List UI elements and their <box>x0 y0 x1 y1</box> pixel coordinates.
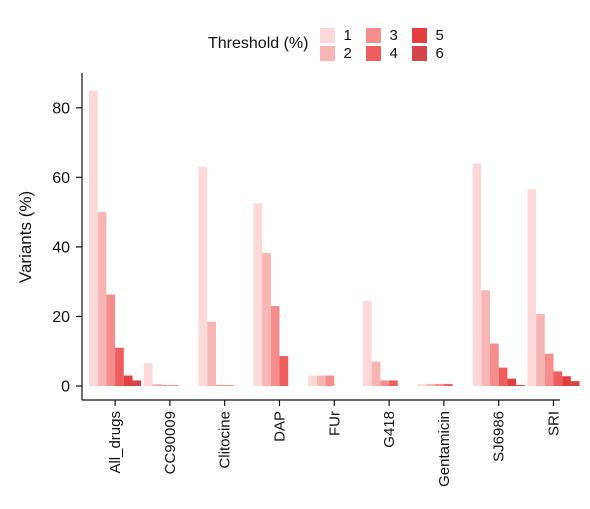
y-tick-label: 80 <box>52 100 70 117</box>
bar-Clitocine-threshold-1 <box>198 166 208 386</box>
legend-label: 3 <box>389 26 398 44</box>
bar-SJ6986-threshold-1 <box>472 163 482 386</box>
x-tick-label: FUr <box>326 411 343 436</box>
bar-SJ6986-threshold-5 <box>507 378 517 386</box>
x-tick-label: SJ6986 <box>491 411 508 462</box>
bar-All_drugs-threshold-2 <box>97 212 107 386</box>
bar-G418-threshold-4 <box>389 380 398 386</box>
bar-FUr-threshold-2 <box>316 375 326 386</box>
bar-SRI-threshold-6 <box>570 381 580 386</box>
bar-CC90009-threshold-2 <box>152 383 162 386</box>
legend-swatch <box>366 27 382 43</box>
bar-SRI-threshold-2 <box>536 314 545 386</box>
y-tick-label: 40 <box>52 239 70 256</box>
legend-item-1: 1 <box>320 26 366 44</box>
legend-item-4: 4 <box>366 44 412 62</box>
legend-swatch <box>412 27 428 43</box>
bar-G418-threshold-2 <box>371 361 381 386</box>
bar-Gentamicin-threshold-4 <box>443 383 453 386</box>
legend-item-6: 6 <box>412 44 458 62</box>
bar-FUr-threshold-3 <box>325 375 335 386</box>
bar-SRI-threshold-4 <box>553 371 563 386</box>
legend-swatch <box>412 45 428 61</box>
x-tick-label: DAP <box>272 411 289 442</box>
bar-SRI-threshold-5 <box>562 376 571 386</box>
bar-SJ6986-threshold-3 <box>490 343 499 386</box>
bar-G418-threshold-3 <box>380 380 390 386</box>
y-axis-label: Variants (%) <box>16 191 35 283</box>
legend-label: 1 <box>343 26 352 44</box>
legend-label: 6 <box>435 44 444 62</box>
legend-label: 4 <box>389 44 398 62</box>
bar-Gentamicin-threshold-2 <box>426 383 436 386</box>
bar-Clitocine-threshold-3 <box>216 384 225 386</box>
y-ticks-group: 0 20 40 60 80 <box>52 100 82 396</box>
bar-DAP-threshold-4 <box>279 356 289 386</box>
bar-DAP-threshold-3 <box>270 306 280 386</box>
legend-label: 2 <box>343 44 352 62</box>
bars-group <box>89 90 580 386</box>
bar-FUr-threshold-1 <box>308 375 317 386</box>
legend-item-3: 3 <box>366 26 412 44</box>
bar-CC90009-threshold-4 <box>169 385 179 386</box>
legend-item-2: 2 <box>320 44 366 62</box>
legend-label: 5 <box>435 26 444 44</box>
legend-item-5: 5 <box>412 26 458 44</box>
bar-SJ6986-threshold-2 <box>481 290 490 386</box>
bar-All_drugs-threshold-1 <box>89 90 98 386</box>
y-tick-label: 0 <box>61 379 70 396</box>
bar-DAP-threshold-2 <box>262 252 271 386</box>
bar-CC90009-threshold-3 <box>161 384 170 386</box>
bar-DAP-threshold-1 <box>253 203 263 386</box>
bar-G418-threshold-1 <box>363 300 372 386</box>
bar-All_drugs-threshold-4 <box>115 347 124 386</box>
x-tick-label: CC90009 <box>162 411 179 474</box>
legend-title: Threshold (%) <box>208 35 309 52</box>
bar-SJ6986-threshold-4 <box>498 367 508 386</box>
bar-All_drugs-threshold-6 <box>132 380 142 386</box>
bar-SRI-threshold-3 <box>544 353 554 386</box>
bar-All_drugs-threshold-5 <box>123 375 133 386</box>
legend-swatch <box>366 45 382 61</box>
legend-swatch <box>320 45 336 61</box>
y-tick-label: 20 <box>52 309 70 326</box>
x-ticks-group: All_drugs CC90009 Clitocine DAP FUr G418 Genta… <box>107 400 563 487</box>
x-tick-label: Gentamicin <box>436 411 453 487</box>
bar-Clitocine-threshold-4 <box>224 385 234 386</box>
y-tick-label: 60 <box>52 170 70 187</box>
bar-Gentamicin-threshold-3 <box>435 383 444 386</box>
x-tick-label: All_drugs <box>107 411 124 474</box>
bar-Gentamicin-threshold-1 <box>417 383 427 386</box>
bar-CC90009-threshold-1 <box>143 363 153 386</box>
bar-SJ6986-threshold-6 <box>516 384 525 386</box>
legend-swatch <box>320 27 336 43</box>
bar-Clitocine-threshold-2 <box>207 321 216 386</box>
x-tick-label: Clitocine <box>217 411 234 469</box>
bar-All_drugs-threshold-3 <box>106 294 116 386</box>
bar-SRI-threshold-1 <box>527 189 537 386</box>
x-tick-label: SRI <box>546 411 563 436</box>
x-tick-label: G418 <box>381 411 398 448</box>
